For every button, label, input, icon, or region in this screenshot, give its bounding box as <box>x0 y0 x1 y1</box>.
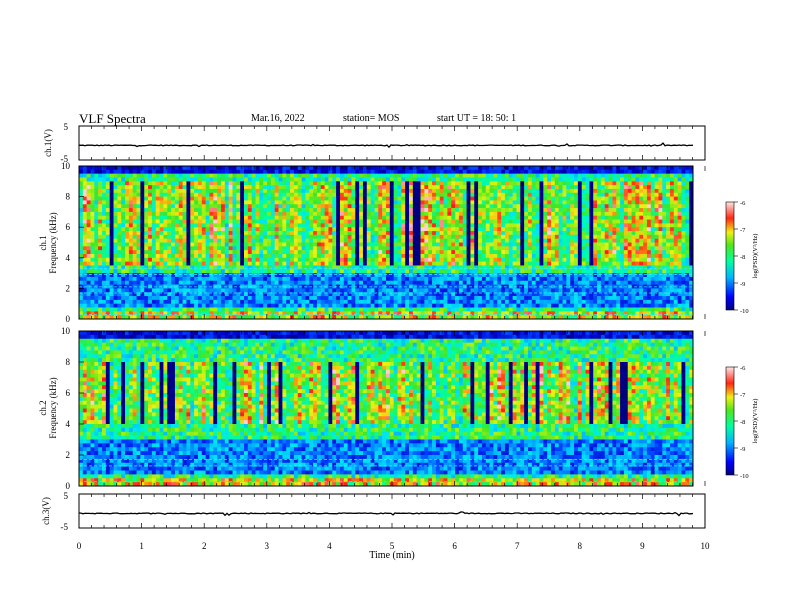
colorbar-tick-label: -7 <box>740 227 746 234</box>
x-axis-label: Time (min) <box>369 550 414 561</box>
ch1-trace <box>78 142 694 149</box>
y-tick-label: 8 <box>66 192 71 202</box>
ch1-ytick-top: 5 <box>64 122 69 132</box>
colorbar-tick-label: -6 <box>740 200 746 207</box>
ch3-x-ticks <box>78 494 706 528</box>
date-label: Mar.16, 2022 <box>251 113 305 124</box>
ch1-spectrogram-image <box>79 166 694 320</box>
ch1-x-ticks <box>78 126 706 160</box>
station-label: station= MOS <box>343 113 400 124</box>
chart-title: VLF Spectra <box>79 111 146 126</box>
x-tick-label: 10 <box>701 541 711 551</box>
ch2-colorbar-ticks: -6 -7 -8 -9 -10 <box>734 365 749 480</box>
y-tick-label: 10 <box>61 326 71 336</box>
x-tick-label: 9 <box>640 541 645 551</box>
ch3-ytick-bottom: -5 <box>61 522 69 532</box>
y-tick-label: 4 <box>66 253 71 263</box>
ch3-ylabel: ch.3(V) <box>41 497 51 525</box>
y-tick-label: 0 <box>66 314 71 324</box>
ch2-spec-ylabel-freq: Frequency (kHz) <box>48 377 58 438</box>
y-tick-label: 8 <box>66 357 71 367</box>
colorbar-tick-label: -8 <box>740 419 745 426</box>
colorbar-tick-label: -8 <box>740 254 745 261</box>
ch3-trace <box>78 511 694 517</box>
y-tick-label: 10 <box>61 161 71 171</box>
x-tick-label: 8 <box>578 541 583 551</box>
colorbar-tick-label: -10 <box>740 473 749 480</box>
ch1-colorbar-ticks: -6 -7 -8 -9 -10 <box>734 200 749 315</box>
y-tick-label: 6 <box>66 222 71 232</box>
y-tick-label: 0 <box>66 481 71 491</box>
ch1-waveform-panel: 5 -5 ch.1(V) <box>43 122 706 164</box>
ch1-spec-x-ticks <box>78 166 706 319</box>
ch1-y-ticks: 0 2 4 6 8 10 <box>61 161 84 324</box>
ch2-spectrogram-image <box>79 331 694 487</box>
x-tick-label: 1 <box>139 541 144 551</box>
x-tick-label: 2 <box>202 541 207 551</box>
x-tick-labels: 0 1 2 3 4 5 6 7 8 9 10 <box>77 541 710 551</box>
x-tick-label: 5 <box>390 541 395 551</box>
colorbar-tick-label: -7 <box>740 392 746 399</box>
colorbar-tick-label: -6 <box>740 365 746 372</box>
ch2-y-ticks: 0 2 4 6 8 10 <box>61 326 84 491</box>
y-tick-label: 2 <box>66 283 71 293</box>
ch1-ytick-bottom: -5 <box>61 154 69 164</box>
ch2-spec-x-ticks <box>78 331 706 486</box>
ch2-spectrogram-panel: 0 2 4 6 8 10 ch.2 Frequency (kHz) -6 -7 -8 -9 -10… <box>38 326 759 491</box>
x-tick-label: 7 <box>515 541 520 551</box>
colorbar-tick-label: -9 <box>740 281 745 288</box>
ch1-colorbar <box>725 201 735 311</box>
ch2-spec-ylabel-channel: ch.2 <box>38 400 48 415</box>
ch1-spec-ylabel-channel: ch.1 <box>38 235 48 250</box>
start-time-label: start UT = 18: 50: 1 <box>437 113 517 124</box>
ch1-spectrogram-panel: 0 2 4 6 8 10 ch.1 Frequency (kHz) -6 -7 -8 -9 -10… <box>38 161 759 324</box>
ch1-colorbar-label: log(PSD)(V²/Hz) <box>752 234 759 279</box>
ch3-ytick-top: 5 <box>64 491 69 501</box>
colorbar-tick-label: -9 <box>740 446 745 453</box>
y-tick-label: 4 <box>66 419 71 429</box>
y-tick-label: 2 <box>66 450 71 460</box>
ch2-colorbar-label: log(PSD)(V²/Hz) <box>752 399 759 444</box>
ch1-spec-ylabel-freq: Frequency (kHz) <box>48 212 58 273</box>
ch3-waveform-panel: 5 -5 ch.3(V) <box>41 491 706 532</box>
x-tick-label: 3 <box>265 541 270 551</box>
x-tick-label: 0 <box>77 541 82 551</box>
x-tick-label: 6 <box>452 541 457 551</box>
ch1-ylabel: ch.1(V) <box>43 129 53 157</box>
x-tick-label: 4 <box>327 541 332 551</box>
y-tick-label: 6 <box>66 388 71 398</box>
colorbar-tick-label: -10 <box>740 308 749 315</box>
ch2-colorbar <box>725 366 735 476</box>
